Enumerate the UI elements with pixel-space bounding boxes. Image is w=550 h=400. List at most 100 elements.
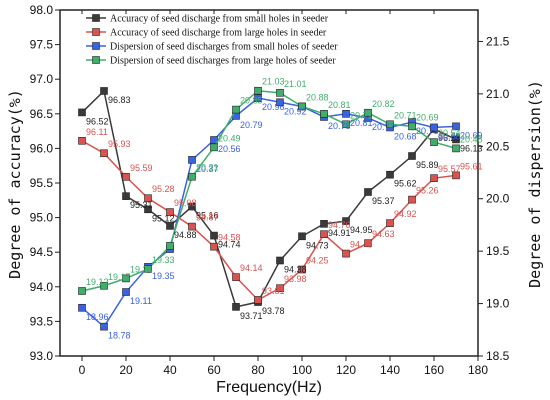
legend-marker <box>92 14 100 22</box>
data-label: 96.13 <box>460 143 483 153</box>
data-label: 95.59 <box>130 163 153 173</box>
data-label: 20.48 <box>460 134 483 144</box>
legend: Accuracy of seed discharge from small ho… <box>86 14 338 67</box>
data-point <box>78 287 86 295</box>
data-point <box>320 110 328 118</box>
data-point <box>276 284 284 292</box>
x-tick-label: 20 <box>119 363 133 377</box>
data-label: 19.24 <box>130 264 153 274</box>
data-label: 20.73 <box>416 126 439 136</box>
data-point <box>364 239 372 248</box>
data-label: 95.08 <box>174 198 197 208</box>
data-point <box>210 242 218 251</box>
data-label: 20.21 <box>196 163 219 173</box>
y-tick-label-left: 97.5 <box>30 38 54 52</box>
data-label: 20.88 <box>306 92 329 102</box>
data-point <box>122 172 130 181</box>
data-label: 20.92 <box>284 106 307 116</box>
data-point <box>386 170 394 179</box>
data-label: 94.38 <box>284 265 307 275</box>
x-tick-label: 40 <box>163 363 177 377</box>
data-label: 19.33 <box>152 255 175 265</box>
data-point <box>144 205 152 214</box>
data-point <box>100 281 108 290</box>
y-tick-label-left: 96.0 <box>30 141 54 155</box>
data-label: 94.91 <box>328 228 351 238</box>
data-point <box>254 86 262 95</box>
y-tick-label-left: 97.0 <box>30 72 54 86</box>
y-tick-label-right: 19.5 <box>486 244 510 258</box>
x-tick-label: 140 <box>380 363 400 377</box>
data-label: 20.81 <box>328 100 351 110</box>
data-label: 95.62 <box>394 179 417 189</box>
data-point <box>408 122 416 131</box>
legend-item-2: Accuracy of seed discharge from large ho… <box>86 28 327 39</box>
data-point <box>144 265 152 273</box>
x-tick-label: 160 <box>424 363 444 377</box>
x-axis-title: Frequency(Hz) <box>216 379 322 396</box>
data-point <box>100 322 108 331</box>
data-point <box>144 194 152 203</box>
data-point <box>188 222 196 231</box>
axes: 0 20 40 60 80 100 120 140 160 180 93.0 93.5 94.0 94.5… <box>30 3 510 377</box>
data-point <box>452 122 460 131</box>
data-label: 94.58 <box>218 233 241 243</box>
data-label: 20.96 <box>262 102 285 112</box>
data-label: 19.12 <box>86 277 109 287</box>
data-label: 20.71 <box>350 110 373 120</box>
y-tick-label-left: 96.5 <box>30 107 54 121</box>
x-tick-label: 80 <box>251 363 265 377</box>
data-label: 20.79 <box>240 120 263 130</box>
data-label: 94.73 <box>306 240 329 250</box>
y-tick-label-left: 95.0 <box>30 211 54 225</box>
data-point <box>78 108 86 117</box>
data-label: 94.48 <box>350 240 373 250</box>
y-axis-title-left: Degree of accuracy(%) <box>6 89 24 279</box>
y-tick-label-right: 20.5 <box>486 139 510 153</box>
y-tick-label-left: 95.5 <box>30 176 54 190</box>
x-tick-label: 60 <box>207 363 221 377</box>
legend-label: Accuracy of seed discharge from small ho… <box>110 14 329 25</box>
data-point <box>430 123 438 132</box>
data-label: 20.81 <box>350 118 373 128</box>
data-label: 95.31 <box>130 200 153 210</box>
y-tick-label-right: 20.0 <box>486 192 510 206</box>
data-label: 20.69 <box>416 112 439 122</box>
data-label: 93.98 <box>284 274 307 284</box>
data-label: 94.74 <box>218 240 241 250</box>
data-point <box>430 174 438 182</box>
data-point <box>210 231 218 240</box>
legend-marker <box>92 42 100 50</box>
data-point <box>342 217 350 225</box>
series-2 <box>78 136 460 304</box>
data-label: 19.35 <box>152 271 175 281</box>
data-label: 95.28 <box>152 184 175 194</box>
data-point <box>166 208 174 216</box>
y-tick-label-left: 94.5 <box>30 245 54 259</box>
data-label: 95.89 <box>416 160 439 170</box>
data-label: 94.14 <box>240 263 263 273</box>
data-point <box>210 143 218 152</box>
legend-label: Accuracy of seed discharge from large ho… <box>110 28 327 39</box>
data-point <box>452 144 460 153</box>
data-label: 20.78 <box>328 121 351 131</box>
data-label: 94.87 <box>196 213 219 223</box>
data-label: 21.03 <box>262 77 285 87</box>
data-label: 96.52 <box>86 116 109 126</box>
y-axis-title-right: Degree of dispersion(%) <box>526 80 544 288</box>
data-point <box>320 230 328 239</box>
data-label: 20.77 <box>372 122 395 132</box>
legend-label: Dispersion of seed discharges from large… <box>110 56 336 67</box>
legend-marker <box>92 56 100 64</box>
data-point <box>100 87 108 95</box>
data-point <box>452 171 460 180</box>
series-layer <box>78 86 460 331</box>
x-tick-label: 180 <box>468 363 488 377</box>
data-point <box>364 108 372 117</box>
data-point <box>342 120 350 129</box>
data-point <box>298 232 306 241</box>
data-label: 20.56 <box>218 144 241 154</box>
data-point <box>100 149 108 158</box>
data-point <box>408 152 416 160</box>
